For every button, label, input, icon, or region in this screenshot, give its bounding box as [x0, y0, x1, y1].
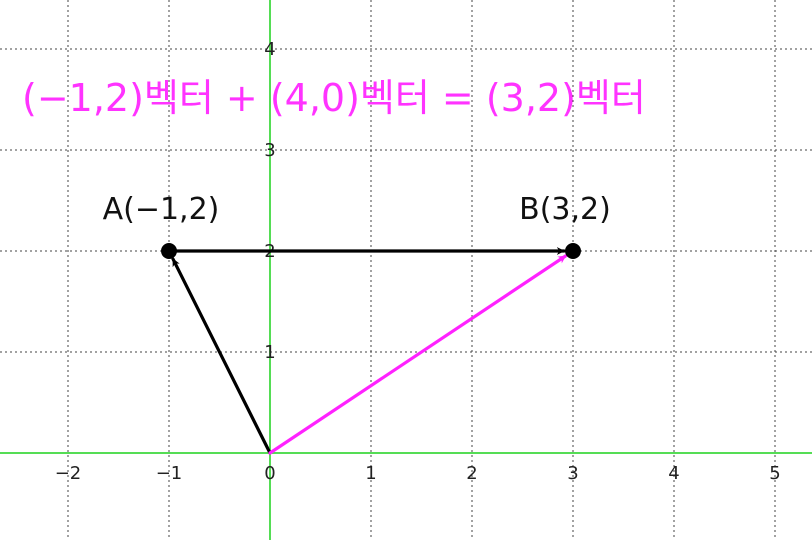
x-tick-label: −2: [55, 463, 82, 484]
x-tick-label: 0: [264, 463, 275, 484]
vector-origin-to-b: [268, 254, 568, 455]
x-tick-label: −1: [156, 463, 183, 484]
y-tick-label: 4: [264, 39, 275, 60]
point-label-a: A(−1,2): [103, 192, 220, 227]
x-tick-label: 1: [365, 463, 376, 484]
vectors: [167, 247, 568, 455]
point-b: [565, 243, 581, 259]
x-tick-label: 4: [668, 463, 679, 484]
x-tick-label: 5: [769, 463, 780, 484]
y-tick-label: 1: [264, 342, 275, 363]
x-tick-label: 2: [466, 463, 477, 484]
point-label-b: B(3,2): [519, 192, 611, 227]
points: A(−1,2) B(3,2): [103, 192, 611, 259]
vector-origin-to-a: [171, 257, 272, 455]
equation-title: (−1,2)벡터 + (4,0)벡터 = (3,2)벡터: [22, 76, 646, 120]
x-tick-label: 3: [567, 463, 578, 484]
y-tick-label: 3: [264, 140, 275, 161]
point-a: [161, 243, 177, 259]
